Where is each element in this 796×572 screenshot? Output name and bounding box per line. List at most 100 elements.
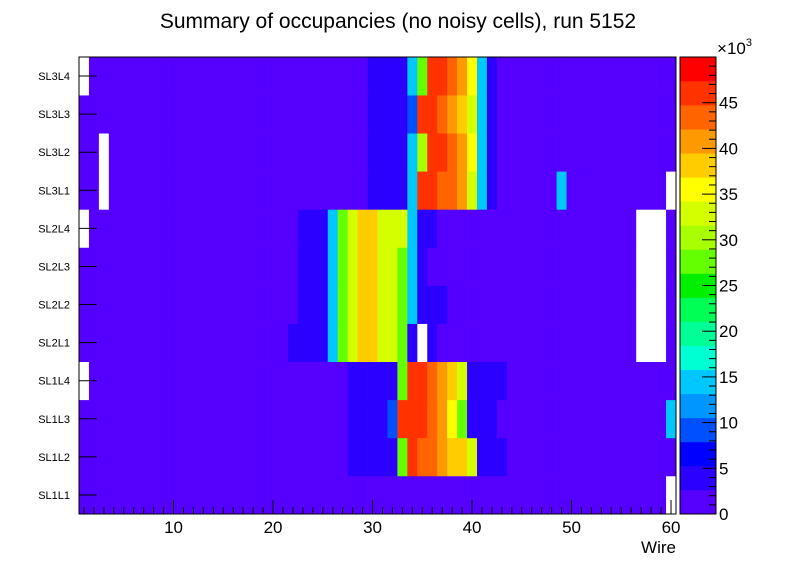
heatmap-cell [646, 475, 657, 515]
heatmap-cell [367, 285, 378, 324]
heatmap-cell [278, 285, 289, 324]
heatmap-cell [387, 247, 398, 286]
color-scale-tick-label: 35 [719, 185, 738, 204]
heatmap-cell [258, 57, 269, 96]
heatmap-cell [347, 133, 358, 172]
heatmap-cell [297, 247, 309, 286]
heatmap-cell [437, 437, 448, 477]
heatmap-cell [546, 399, 557, 439]
heatmap-cell [486, 247, 498, 286]
heatmap-cell [98, 361, 110, 401]
heatmap-cell [218, 209, 229, 248]
heatmap-cell [158, 247, 169, 286]
heatmap-cell [118, 133, 130, 172]
heatmap-cell [506, 475, 518, 515]
heatmap-cell [616, 247, 627, 286]
heatmap-cell [496, 285, 508, 324]
heatmap-cell [278, 133, 289, 172]
heatmap-cell [556, 361, 567, 401]
heatmap-cell [477, 361, 488, 401]
heatmap-cell [616, 57, 627, 96]
heatmap-cell [536, 475, 547, 515]
color-scale-tick-label: 10 [719, 414, 738, 433]
heatmap-cell [427, 133, 438, 172]
heatmap-cell [317, 57, 329, 96]
heatmap-cell [228, 247, 239, 286]
heatmap-cell [447, 209, 458, 248]
heatmap-cell [168, 361, 179, 401]
heatmap-cell [238, 171, 249, 210]
heatmap-cell [228, 95, 239, 134]
heatmap-cell [287, 285, 299, 324]
heatmap-cell [606, 323, 617, 363]
heatmap-cell [467, 285, 478, 324]
heatmap-cell [118, 399, 130, 439]
heatmap-cell [626, 171, 637, 210]
heatmap-cell [496, 399, 508, 439]
heatmap-cell [467, 171, 478, 210]
heatmap-cell [168, 133, 179, 172]
heatmap-cell [387, 95, 398, 134]
heatmap-cell [218, 95, 229, 134]
heatmap-cell [397, 57, 408, 96]
heatmap-cell [148, 171, 159, 210]
heatmap-cell [327, 323, 339, 363]
heatmap-cell [387, 57, 398, 96]
heatmap-cell [278, 171, 289, 210]
heatmap-cell [536, 247, 547, 286]
heatmap-cell [268, 133, 279, 172]
heatmap-cell [128, 475, 140, 515]
heatmap-cell [178, 133, 189, 172]
heatmap-cell [457, 437, 468, 477]
heatmap-cell [278, 361, 289, 401]
heatmap-cell [546, 57, 557, 96]
heatmap-cell [287, 95, 299, 134]
heatmap-cell [168, 209, 179, 248]
heatmap-cell [666, 361, 677, 401]
heatmap-cell [367, 399, 378, 439]
heatmap-cell [377, 57, 388, 96]
heatmap-cell [486, 361, 498, 401]
color-scale-tick-label: 30 [719, 231, 738, 250]
heatmap-cell [586, 133, 597, 172]
heatmap-cell [158, 209, 169, 248]
heatmap-cell [347, 247, 358, 286]
heatmap-cell [516, 209, 528, 248]
heatmap-cell [536, 209, 547, 248]
heatmap-cell [536, 57, 547, 96]
heatmap-cell [437, 323, 448, 363]
heatmap-cell [118, 285, 130, 324]
heatmap-cell [536, 171, 547, 210]
heatmap-cell [367, 209, 378, 248]
heatmap-cell [427, 247, 438, 286]
heatmap-cell [616, 361, 627, 401]
heatmap-cell [337, 171, 348, 210]
heatmap-cell [636, 399, 647, 439]
heatmap-cell [447, 361, 458, 401]
heatmap-cell [536, 95, 547, 134]
heatmap-cell [168, 437, 179, 477]
heatmap-cell [307, 209, 319, 248]
heatmap-cell [188, 437, 199, 477]
heatmap-cell [596, 247, 607, 286]
heatmap-cell [447, 133, 458, 172]
heatmap-cell [646, 399, 657, 439]
heatmap-cell [447, 323, 458, 363]
heatmap-cell [516, 171, 528, 210]
heatmap-cell [477, 437, 488, 477]
heatmap-cell [596, 285, 607, 324]
heatmap-cell [258, 437, 269, 477]
heatmap-cell [307, 247, 319, 286]
heatmap-cell [327, 475, 339, 515]
x-tick-label: 20 [264, 518, 283, 537]
heatmap-cell [188, 475, 199, 515]
heatmap-cell [287, 57, 299, 96]
color-scale-swatch [680, 105, 716, 130]
heatmap-cell [248, 399, 259, 439]
heatmap-cell [477, 323, 488, 363]
heatmap-cell [208, 361, 219, 401]
heatmap-cell [278, 209, 289, 248]
heatmap-cell [486, 171, 498, 210]
heatmap-cell [646, 437, 657, 477]
heatmap-cell [138, 171, 149, 210]
